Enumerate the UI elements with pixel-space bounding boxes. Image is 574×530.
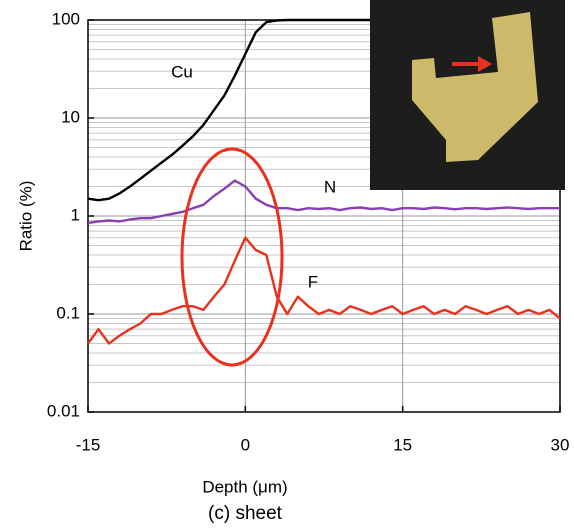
series-label: Cu: [171, 62, 193, 81]
x-tick-label: 15: [393, 435, 412, 454]
x-tick-label: 30: [551, 435, 570, 454]
y-tick-label: 1: [71, 205, 80, 224]
y-tick-label: 0.1: [56, 303, 80, 322]
y-tick-label: 100: [52, 9, 80, 28]
line-series: [87, 236, 561, 345]
x-tick-label: 0: [241, 435, 250, 454]
y-tick-label: 10: [61, 107, 80, 126]
y-axis-label: Ratio (%): [16, 181, 35, 252]
inset-arrow-head: [478, 56, 492, 72]
series-label: N: [324, 177, 336, 196]
x-tick-label: -15: [76, 435, 101, 454]
line-series: [87, 179, 560, 225]
sample-sheet: [412, 12, 538, 162]
caption: (c) sheet: [208, 503, 283, 524]
x-axis-label: Depth (μm): [202, 477, 287, 496]
series-label: F: [308, 272, 318, 291]
inset-photo: [370, 0, 565, 190]
highlight-ellipse: [180, 147, 284, 367]
y-tick-label: 0.01: [47, 401, 80, 420]
